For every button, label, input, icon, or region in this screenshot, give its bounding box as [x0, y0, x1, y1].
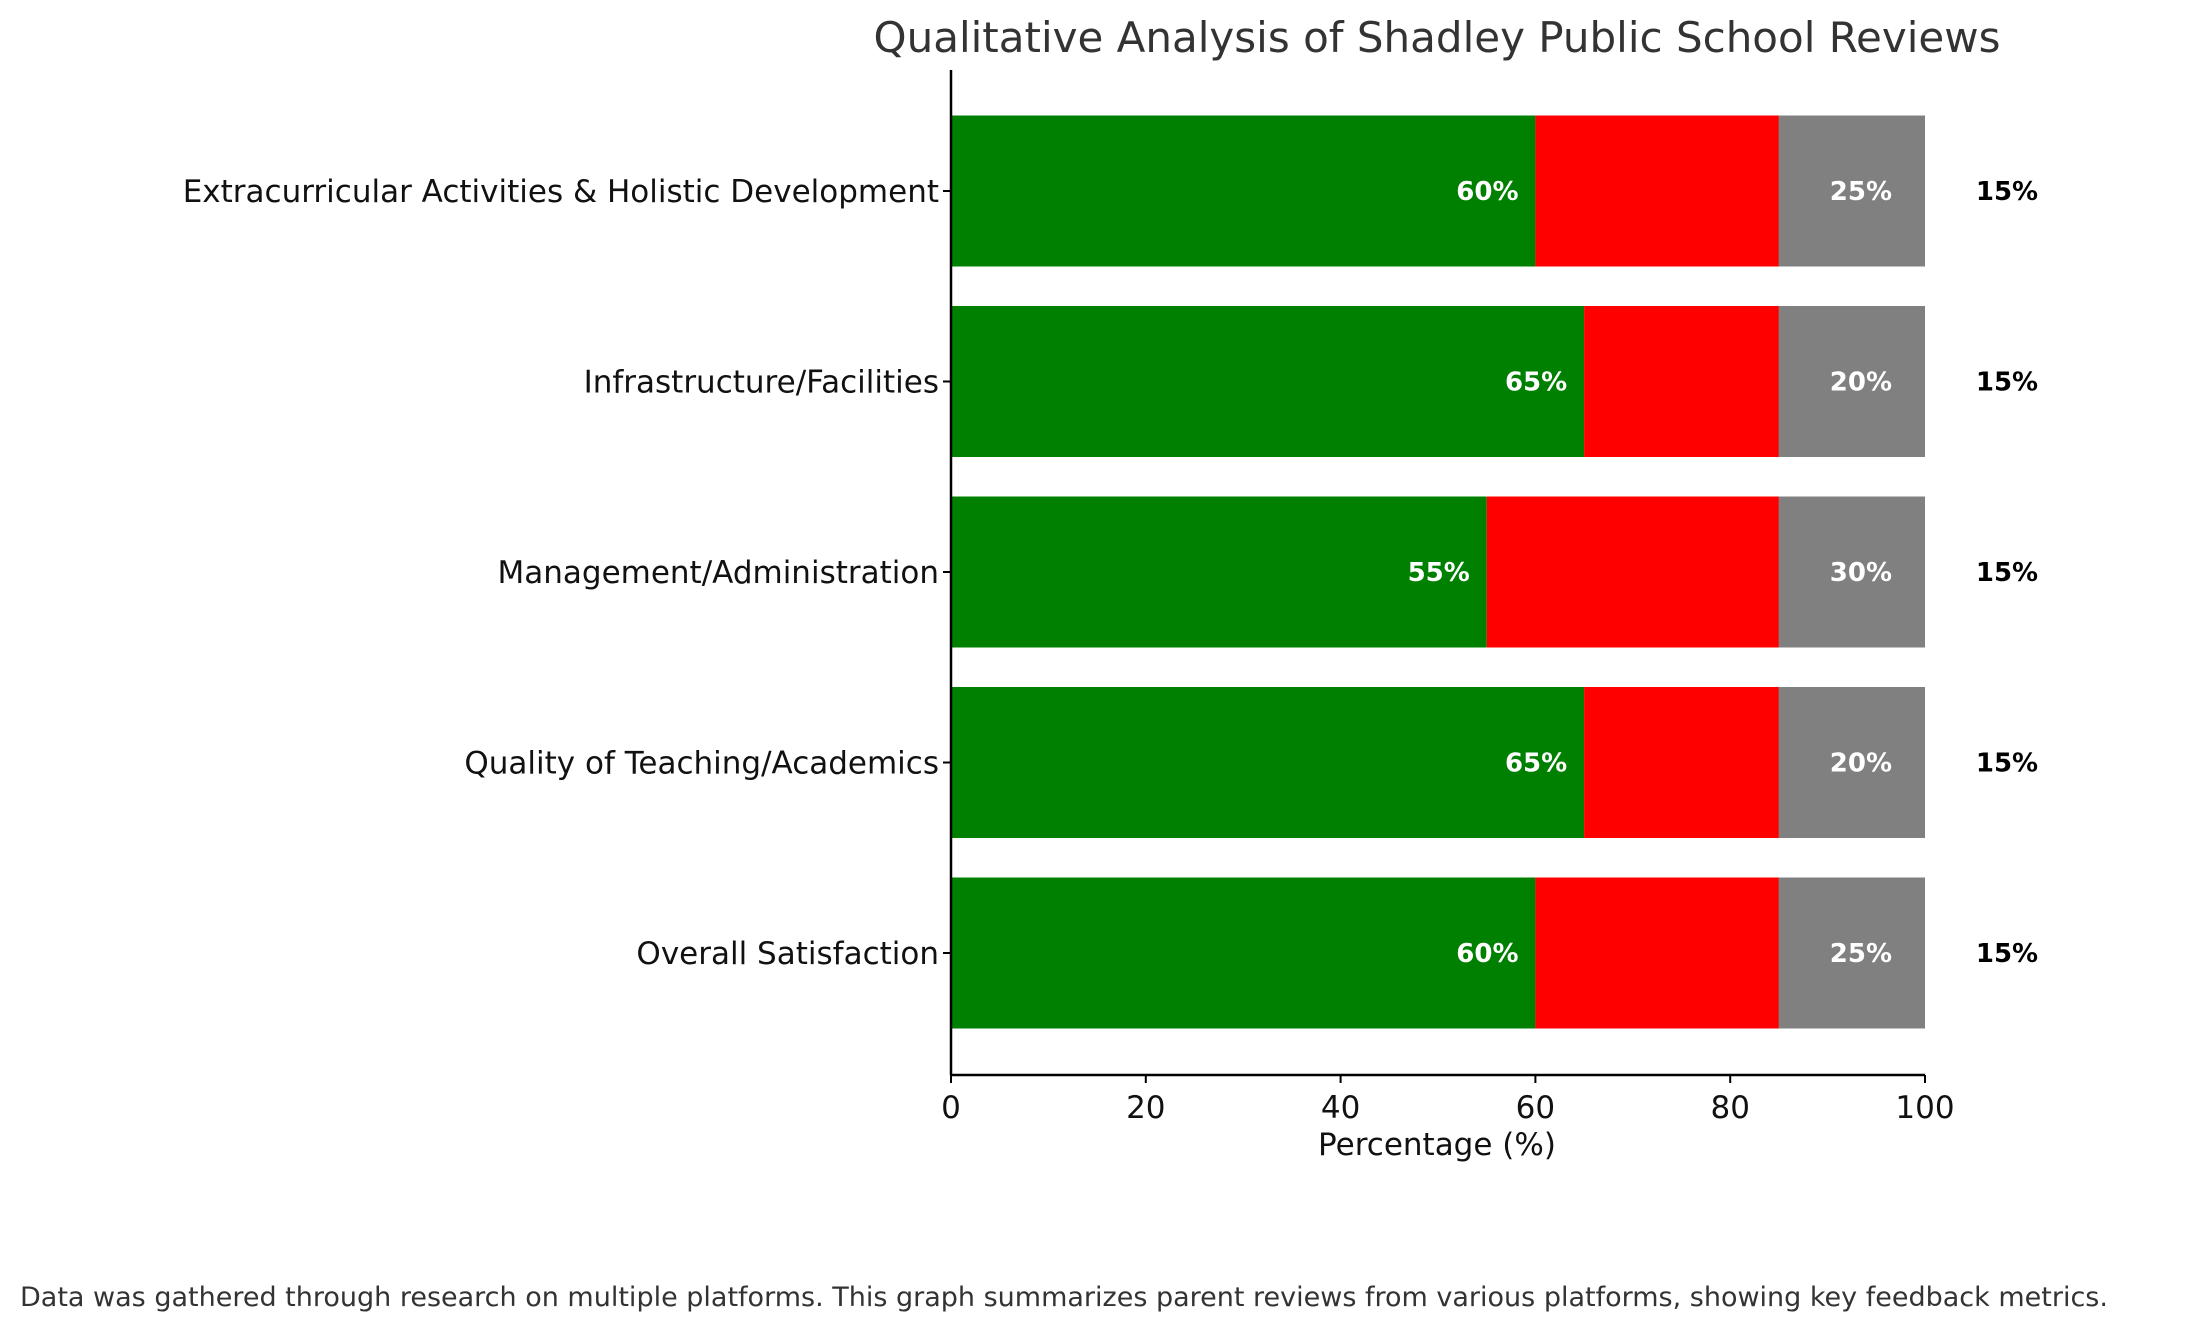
bars-group: 60% 25% 15% 65% 20% 15% 55% 30% 15% 65% 20% 15% 60% 2… — [951, 115, 2038, 1029]
bar-segment-red — [1535, 877, 1779, 1029]
bar-segment-red — [1584, 306, 1779, 457]
data-label: 65% — [1505, 749, 1567, 779]
bar-segment-green — [951, 496, 1487, 648]
category-label: Overall Satisfaction — [636, 936, 939, 972]
category-label: Extracurricular Activities & Holistic De… — [183, 174, 939, 210]
x-tick-label: 40 — [1321, 1090, 1360, 1126]
data-label: 60% — [1456, 939, 1518, 969]
category-label: Infrastructure/Facilities — [584, 365, 939, 401]
x-tick-label: 100 — [1895, 1090, 1954, 1126]
bar-segment-red — [1584, 687, 1779, 838]
footnote: Data was gathered through research on mu… — [20, 1282, 2108, 1313]
category-label: Management/Administration — [498, 555, 940, 591]
x-tick-label: 20 — [1126, 1090, 1165, 1126]
chart-title: Qualitative Analysis of Shadley Public S… — [874, 13, 2001, 62]
bar-segment-green — [951, 115, 1536, 267]
bar-segment-red — [1486, 496, 1779, 648]
bar-segment-gray — [1778, 306, 1925, 457]
bar-segment-green — [951, 687, 1585, 838]
data-label: 15% — [1976, 558, 2038, 588]
bar-segment-gray — [1778, 115, 1925, 267]
data-label: 65% — [1505, 368, 1567, 398]
x-tick-label: 60 — [1516, 1090, 1555, 1126]
data-label: 15% — [1976, 368, 2038, 398]
data-label: 55% — [1408, 558, 1470, 588]
data-label: 25% — [1830, 939, 1892, 969]
axes-group: Overall Satisfaction Quality of Teaching/… — [183, 70, 1955, 1126]
bar-segment-gray — [1778, 496, 1925, 648]
category-label: Quality of Teaching/Academics — [464, 746, 939, 782]
data-label: 15% — [1976, 749, 2038, 779]
data-label: 60% — [1456, 177, 1518, 207]
data-label: 25% — [1830, 177, 1892, 207]
x-axis-label: Percentage (%) — [1318, 1127, 1556, 1163]
bar-segment-red — [1535, 115, 1779, 267]
bar-segment-green — [951, 306, 1585, 457]
bar-segment-gray — [1778, 687, 1925, 838]
data-label: 20% — [1830, 368, 1892, 398]
bar-segment-gray — [1778, 877, 1925, 1029]
data-label: 20% — [1830, 749, 1892, 779]
data-label: 15% — [1976, 177, 2038, 207]
bar-segment-green — [951, 877, 1536, 1029]
data-label: 15% — [1976, 939, 2038, 969]
x-tick-label: 80 — [1710, 1090, 1749, 1126]
x-tick-label: 0 — [941, 1090, 961, 1126]
data-label: 30% — [1830, 558, 1892, 588]
